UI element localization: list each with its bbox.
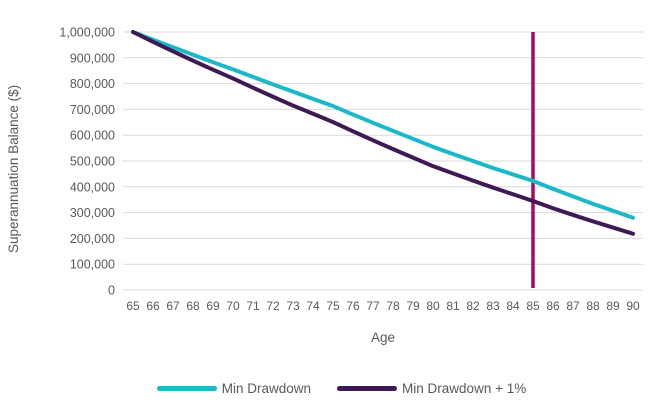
x-tick-label: 72 [266, 299, 280, 313]
y-tick-label: 500,000 [70, 155, 115, 169]
x-tick-label: 74 [306, 299, 320, 313]
x-tick-label: 66 [146, 299, 160, 313]
min-drawdown-line [131, 30, 635, 220]
y-tick-label: 900,000 [70, 51, 115, 65]
legend-item-min-drawdown-plus-1: Min Drawdown + 1% [337, 381, 526, 396]
x-tick-label: 90 [626, 299, 640, 313]
x-tick-label: 89 [606, 299, 620, 313]
y-tick-label: 1,000,000 [59, 26, 115, 40]
x-tick-label: 73 [286, 299, 300, 313]
y-tick-label: 700,000 [70, 103, 115, 117]
x-tick-label: 70 [226, 299, 240, 313]
x-tick-label: 83 [486, 299, 500, 313]
x-tick-label: 75 [326, 299, 340, 313]
legend-label-min-drawdown: Min Drawdown [221, 381, 312, 396]
x-tick-label: 67 [166, 299, 180, 313]
y-tick-label: 400,000 [70, 180, 115, 194]
x-tick-label: 71 [246, 299, 260, 313]
y-tick-label: 0 [108, 284, 115, 298]
x-axis-title: Age [370, 330, 396, 345]
x-tick-label: 69 [206, 299, 220, 313]
x-tick-label: 78 [386, 299, 400, 313]
y-tick-label: 800,000 [70, 77, 115, 91]
x-tick-label: 65 [126, 299, 140, 313]
legend: Min Drawdown Min Drawdown + 1% [0, 381, 659, 396]
x-tick-label: 82 [466, 299, 480, 313]
legend-label-min-drawdown-plus-1: Min Drawdown + 1% [402, 381, 527, 396]
min-drawdown-plus-1-line [131, 30, 635, 236]
y-tick-label: 100,000 [70, 258, 115, 272]
min-drawdown-plus-1-line-swatch [337, 386, 398, 391]
plot-svg: 0 100,000 200,000 300,000 400,000 500,000 600,… [59, 26, 643, 313]
x-tick-label: 81 [446, 299, 460, 313]
x-tick-label: 84 [506, 299, 520, 313]
y-tick-label: 600,000 [70, 129, 115, 143]
x-tick-label: 85 [526, 299, 540, 313]
x-tick-label: 76 [346, 299, 360, 313]
x-tick-label: 68 [186, 299, 200, 313]
x-tick-label: 86 [546, 299, 560, 313]
min-drawdown-line-swatch [156, 386, 217, 391]
x-tick-label: 87 [566, 299, 580, 313]
legend-item-min-drawdown: Min Drawdown [156, 381, 312, 396]
x-tick-label: 77 [366, 299, 380, 313]
y-tick-label: 200,000 [70, 232, 115, 246]
x-tick-label: 79 [406, 299, 420, 313]
x-tick-label: 88 [586, 299, 600, 313]
x-tick-label: 80 [426, 299, 440, 313]
y-tick-label: 300,000 [70, 206, 115, 220]
